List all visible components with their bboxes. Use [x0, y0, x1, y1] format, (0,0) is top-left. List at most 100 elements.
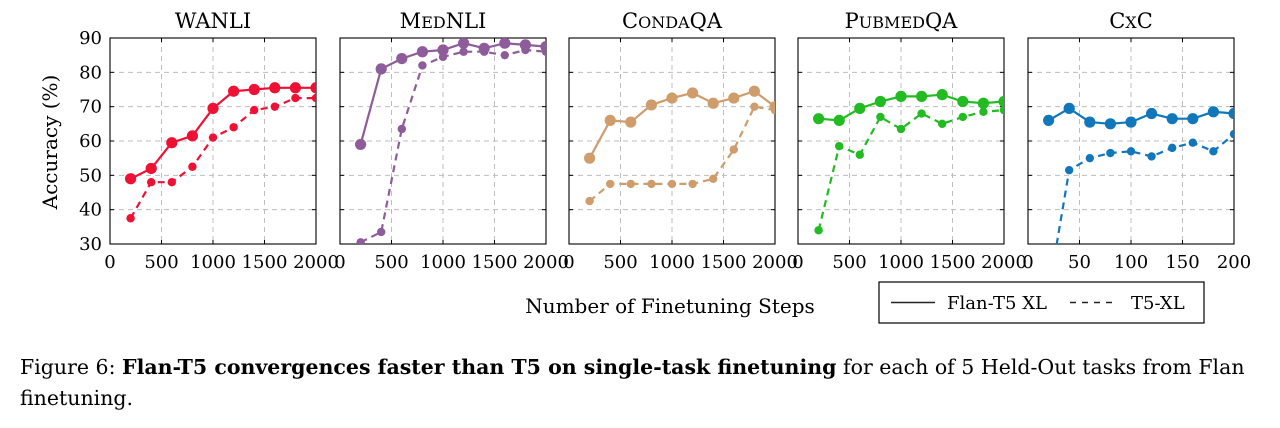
series-group — [813, 89, 1004, 235]
caption-prefix: Figure 6: — [20, 355, 123, 379]
series-group — [355, 38, 546, 244]
data-point-t5-xl — [1209, 147, 1218, 156]
x-tick-label: 0 — [563, 252, 574, 273]
data-point-flan-t5-xl — [1146, 107, 1158, 120]
data-point-flan-t5-xl — [707, 97, 719, 109]
caption-rest: for each of 5 Held-Out tasks from Flan f… — [20, 355, 1245, 410]
series-line-t5-xl-condaqa — [588, 105, 775, 202]
x-tick-label: 0 — [334, 252, 345, 273]
x-tick-label: 1500 — [242, 252, 288, 273]
data-point-t5-xl — [250, 105, 259, 115]
data-point-flan-t5-xl — [748, 85, 761, 97]
panel-title-wanli: WANLI — [175, 9, 251, 33]
data-point-t5-xl — [999, 105, 1004, 115]
series-line-flan-t5-xl-wanli — [130, 86, 316, 180]
data-point-t5-xl — [1085, 153, 1095, 163]
data-point-t5-xl — [585, 196, 594, 206]
data-point-t5-xl — [521, 45, 530, 55]
data-point-flan-t5-xl — [228, 85, 240, 97]
data-point-flan-t5-xl — [957, 95, 969, 108]
data-point-flan-t5-xl — [687, 87, 699, 99]
data-point-t5-xl — [917, 109, 926, 118]
data-point-flan-t5-xl — [416, 46, 428, 58]
series-line-flan-t5-xl-mednli — [359, 42, 546, 145]
series-line-flan-t5-xl-condaqa — [588, 89, 775, 159]
data-point-flan-t5-xl — [604, 114, 616, 126]
data-point-t5-xl — [855, 150, 864, 159]
panel-cxc: 0 50 100 150 200 CXC — [1022, 9, 1251, 273]
data-point-t5-xl — [311, 93, 316, 103]
data-point-flan-t5-xl — [145, 162, 157, 175]
data-point-t5-xl — [958, 112, 967, 122]
data-point-flan-t5-xl — [1084, 116, 1096, 128]
x-tick-label: 0 — [104, 252, 115, 273]
series-line-flan-t5-xl-cxc — [1048, 107, 1234, 125]
panel-title-cxc: CXC — [1109, 9, 1153, 33]
x-tick-label: 500 — [144, 252, 178, 273]
data-point-flan-t5-xl — [186, 130, 198, 142]
y-tick-label: 70 — [79, 97, 102, 118]
legend-entry-flan-t5-xl: Flan-T5 XL — [947, 293, 1047, 314]
data-point-t5-xl — [667, 179, 677, 189]
legend-entry-t5-xl: T5-XL — [1131, 293, 1185, 314]
x-axis-label: Number of Finetuning Steps — [525, 294, 815, 318]
data-point-flan-t5-xl — [458, 38, 470, 49]
data-point-t5-xl — [876, 112, 885, 122]
data-point-flan-t5-xl — [1207, 106, 1219, 118]
data-point-t5-xl — [626, 179, 635, 189]
x-tick-label: 500 — [603, 252, 637, 273]
data-point-t5-xl — [480, 47, 489, 56]
y-tick-label: 80 — [79, 62, 102, 83]
data-point-t5-xl — [377, 227, 386, 237]
data-point-t5-xl — [167, 178, 176, 187]
data-point-flan-t5-xl — [355, 138, 367, 151]
series-line-t5-xl-pubmedqa — [817, 109, 1004, 231]
x-tick-label: 1000 — [878, 252, 924, 273]
panel-condaqa: 0 500 1000 1500 2000 CONDAQA — [563, 9, 798, 273]
x-tick-label: 1500 — [701, 252, 747, 273]
data-point-t5-xl — [688, 179, 697, 189]
data-point-t5-xl — [147, 178, 156, 187]
x-tick-label: 150 — [1165, 252, 1199, 273]
data-point-flan-t5-xl — [1228, 107, 1234, 120]
x-tick-label: 0 — [1022, 252, 1033, 273]
x-tick-label: 2000 — [752, 252, 798, 273]
panel-title-mednli: MEDNLI — [400, 9, 487, 33]
data-point-t5-xl — [356, 238, 365, 244]
data-point-flan-t5-xl — [499, 38, 511, 49]
data-point-t5-xl — [814, 226, 823, 235]
data-point-t5-xl — [418, 61, 427, 70]
data-point-flan-t5-xl — [1043, 114, 1055, 126]
data-point-t5-xl — [1229, 129, 1234, 139]
data-point-flan-t5-xl — [728, 92, 740, 104]
data-point-flan-t5-xl — [437, 44, 449, 56]
data-point-t5-xl — [750, 102, 759, 111]
data-point-flan-t5-xl — [1125, 116, 1137, 128]
data-point-t5-xl — [835, 141, 844, 151]
series-line-t5-xl-wanli — [129, 96, 316, 219]
data-point-t5-xl — [188, 162, 197, 171]
data-point-flan-t5-xl — [666, 92, 678, 104]
data-point-t5-xl — [1106, 148, 1115, 158]
data-point-flan-t5-xl — [248, 83, 260, 96]
data-point-flan-t5-xl — [1166, 113, 1178, 125]
data-point-t5-xl — [979, 107, 988, 117]
data-point-t5-xl — [291, 93, 300, 103]
data-point-t5-xl — [397, 124, 406, 134]
data-point-t5-xl — [438, 52, 448, 62]
y-tick-label: 40 — [79, 200, 102, 221]
data-point-t5-xl — [229, 123, 238, 132]
x-tick-label: 500 — [374, 252, 408, 273]
data-point-t5-xl — [208, 133, 218, 142]
caption-bold-text: Flan-T5 convergences faster than T5 on s… — [122, 355, 837, 379]
data-point-flan-t5-xl — [1187, 113, 1199, 125]
data-point-t5-xl — [126, 214, 135, 223]
data-point-flan-t5-xl — [396, 53, 408, 65]
x-tick-label: 2000 — [293, 252, 339, 273]
series-group — [584, 85, 775, 206]
data-point-t5-xl — [270, 102, 279, 111]
x-tick-label: 1500 — [472, 252, 518, 273]
x-tick-label: 0 — [792, 252, 803, 273]
